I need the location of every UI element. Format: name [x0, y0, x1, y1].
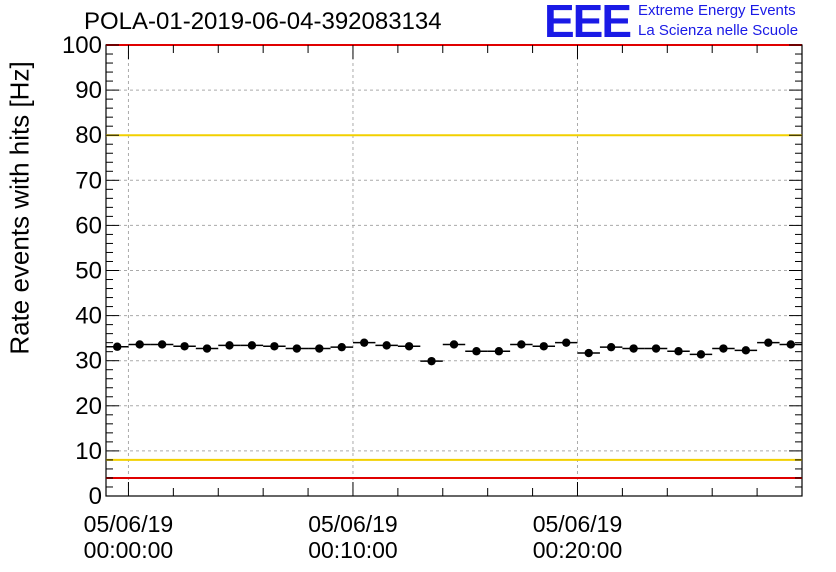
data-point — [606, 342, 616, 352]
y-tick-label: 20 — [75, 393, 102, 420]
x-tick-label-time: 00:00:00 — [84, 537, 174, 563]
data-point — [337, 342, 346, 352]
y-tick-label: 10 — [75, 438, 102, 465]
chart-title: POLA-01-2019-06-04-392083134 — [84, 8, 442, 35]
y-tick-label: 60 — [75, 212, 102, 239]
data-point — [786, 340, 795, 349]
logo-line-1: Extreme Energy Events — [638, 2, 796, 19]
data-point — [359, 338, 369, 347]
y-tick-label: 100 — [62, 32, 102, 59]
x-tick-label-date: 05/06/19 — [84, 511, 174, 537]
eee-logo: EEE Extreme Energy Events La Scienza nel… — [544, 0, 834, 44]
data-point — [157, 340, 167, 349]
x-tick-label-time: 00:20:00 — [533, 537, 623, 563]
data-point — [629, 344, 638, 353]
data-point — [113, 342, 122, 351]
data-point — [517, 340, 526, 349]
x-tick-label-date: 05/06/19 — [533, 511, 623, 537]
data-point — [404, 342, 414, 351]
y-tick-label: 90 — [75, 77, 102, 104]
data-point — [651, 344, 661, 353]
data-point — [247, 341, 257, 350]
x-tick-label-date: 05/06/19 — [308, 511, 398, 537]
data-point — [427, 356, 436, 366]
data-point — [449, 340, 459, 349]
data-point — [764, 338, 773, 347]
data-point — [741, 346, 751, 355]
data-point — [225, 341, 234, 350]
data-point — [719, 344, 728, 353]
data-point — [382, 341, 391, 350]
data-point — [539, 342, 549, 351]
data-point — [315, 344, 324, 353]
data-point — [696, 350, 706, 359]
data-point — [180, 342, 189, 351]
data-point — [202, 344, 212, 353]
data-point — [135, 340, 144, 349]
x-tick-label-time: 00:10:00 — [308, 537, 398, 563]
data-point — [270, 342, 279, 351]
y-tick-label: 70 — [75, 167, 102, 194]
data-point — [562, 338, 571, 347]
y-tick-label: 0 — [89, 483, 102, 510]
data-point — [674, 347, 683, 356]
data-point — [472, 347, 481, 356]
data-point — [584, 348, 593, 358]
logo-mark: EEE — [544, 0, 632, 47]
logo-line-2: La Scienza nelle Scuole — [638, 22, 799, 39]
data-point — [494, 347, 504, 356]
y-tick-label: 30 — [75, 348, 102, 375]
y-tick-label: 80 — [75, 122, 102, 149]
y-tick-label: 50 — [75, 258, 102, 285]
y-tick-label: 40 — [75, 303, 102, 330]
data-point — [292, 344, 302, 353]
